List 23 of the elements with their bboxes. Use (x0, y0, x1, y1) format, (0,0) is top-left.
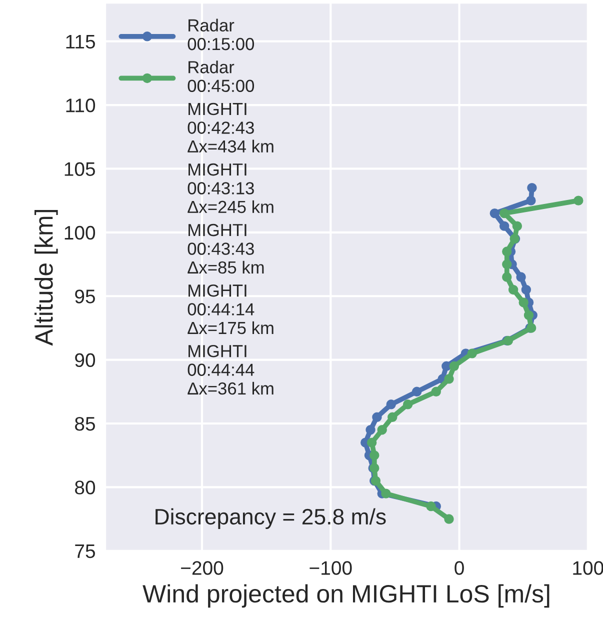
y-tick-label: 95 (75, 290, 95, 304)
y-tick-label: 110 (66, 98, 96, 112)
y-tick-label: 75 (75, 544, 95, 558)
y-tick-label: 85 (75, 416, 95, 431)
x-tick-label: 100 (573, 561, 603, 575)
x-tick-label: −200 (181, 561, 224, 575)
legend-label: Radar 00:15:00 (188, 18, 254, 50)
x-axis-title: Wind projected on MIGHTI LoS [m/s] (142, 584, 550, 608)
y-tick-label: 80 (75, 480, 96, 494)
legend-label: Radar 00:45:00 (188, 60, 254, 92)
x-tick-label: 0 (454, 561, 464, 575)
y-tick-label: 105 (64, 162, 95, 176)
x-tick-label: −100 (310, 561, 352, 575)
y-tick-label: 90 (75, 353, 96, 368)
annotation: Discrepancy = 25.8 m/s (156, 508, 386, 529)
annotation: MIGHTI 00:42:43 Δx=434 km (188, 102, 274, 153)
y-axis-title: Altitude [km] (34, 210, 58, 346)
annotation: MIGHTI 00:44:44 Δx=361 km (188, 344, 274, 395)
y-tick-label: 115 (66, 35, 95, 49)
y-tick-label: 100 (64, 226, 96, 240)
annotation: MIGHTI 00:43:43 Δx=85 km (188, 224, 264, 274)
annotation: MIGHTI 00:44:14 Δx=175 km (188, 284, 274, 334)
annotation: MIGHTI 00:43:13 Δx=245 km (188, 163, 274, 214)
